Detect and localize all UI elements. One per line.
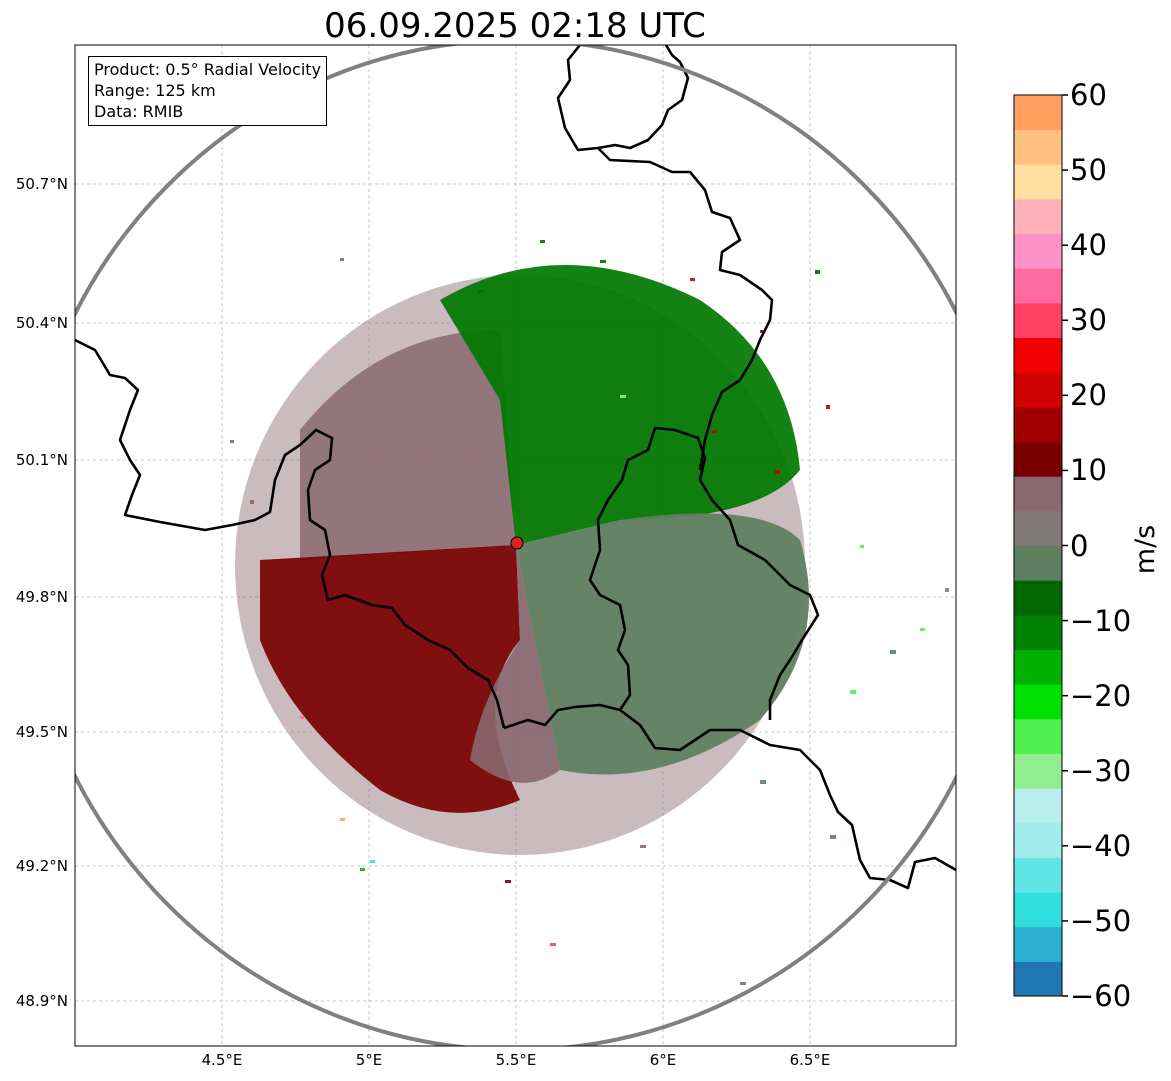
border-germany-east bbox=[597, 147, 774, 471]
data-source-label: Data: RMIB bbox=[94, 102, 184, 121]
echo-inbound-strong bbox=[440, 265, 800, 545]
colorbar-tick-label: 40 bbox=[1070, 228, 1107, 263]
lat-tick-label: 49.2°N bbox=[15, 857, 68, 875]
chart-title: 06.09.2025 02:18 UTC bbox=[324, 6, 706, 46]
speckles bbox=[230, 240, 949, 985]
colorbar-tick-label: 60 bbox=[1070, 78, 1107, 112]
country-borders bbox=[75, 45, 956, 890]
colorbar-tick-label: −30 bbox=[1070, 753, 1132, 788]
lon-tick-label: 6.5°E bbox=[789, 1051, 831, 1069]
colorbar-tick-label: 10 bbox=[1070, 453, 1107, 488]
colorbar-tick-label: −10 bbox=[1070, 603, 1132, 638]
colorbar-tick-label: −50 bbox=[1070, 903, 1132, 938]
colorbar-tick-label: −20 bbox=[1070, 678, 1132, 713]
lon-tick-label: 5.5°E bbox=[495, 1051, 537, 1069]
lat-tick-label: 50.4°N bbox=[15, 314, 68, 332]
echo-outbound-strong bbox=[260, 545, 520, 813]
border-france-belgium bbox=[75, 338, 506, 729]
colorbar-tick-label: −60 bbox=[1070, 979, 1132, 1013]
colorbar-tick-label: −40 bbox=[1070, 828, 1132, 863]
map-frame bbox=[74, 44, 957, 1047]
colorbar-tick-label: 0 bbox=[1070, 528, 1089, 563]
lat-tick-label: 49.8°N bbox=[15, 588, 68, 606]
lon-tick-label: 5°E bbox=[355, 1051, 383, 1069]
colorbar-unit-label: m/s bbox=[1130, 524, 1162, 575]
border-lux-south bbox=[619, 708, 956, 890]
product-info-box: Product: 0.5° Radial Velocity Range: 125… bbox=[88, 56, 328, 126]
colorbar-tick-label: 20 bbox=[1070, 378, 1107, 413]
lat-tick-label: 50.1°N bbox=[15, 451, 68, 469]
border-germany-north bbox=[556, 45, 690, 152]
lat-tick-label: 49.5°N bbox=[15, 723, 68, 741]
radar-site-marker[interactable] bbox=[510, 536, 524, 550]
echo-outbound-light bbox=[300, 330, 516, 560]
colorbar-tick-label: 50 bbox=[1070, 153, 1107, 188]
lon-tick-label: 6°E bbox=[649, 1051, 677, 1069]
lat-tick-label: 48.9°N bbox=[15, 992, 68, 1010]
lon-tick-label: 4.5°E bbox=[201, 1051, 243, 1069]
range-label: Range: 125 km bbox=[94, 81, 216, 100]
colorbar-tick-label: 30 bbox=[1070, 303, 1107, 338]
lat-tick-label: 50.7°N bbox=[15, 175, 68, 193]
product-label: Product: 0.5° Radial Velocity bbox=[94, 60, 322, 79]
